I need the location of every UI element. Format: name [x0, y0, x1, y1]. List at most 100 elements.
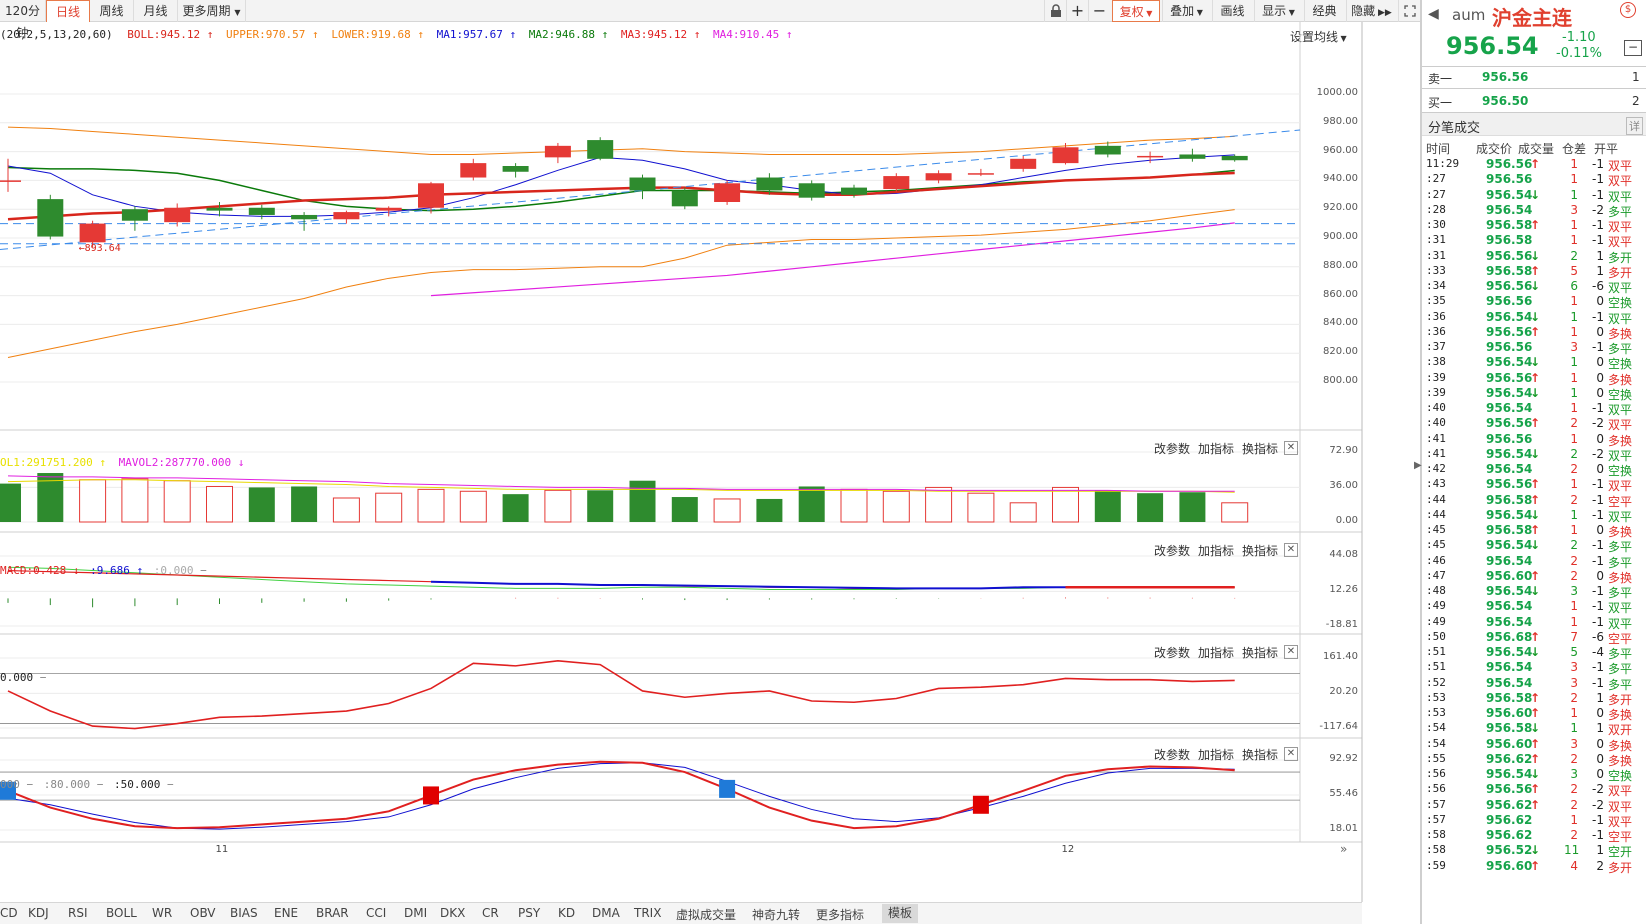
- tick-open-close: 双平: [1608, 281, 1633, 295]
- lock-icon[interactable]: [1044, 0, 1066, 22]
- tab-more-periods[interactable]: 更多周期 ▼: [178, 0, 246, 22]
- candle-body: [418, 183, 444, 208]
- indicator-tab[interactable]: RSI: [68, 906, 88, 920]
- indicator-tab[interactable]: CD: [0, 906, 18, 920]
- tick-row: :47 956.60 ↑ 2 0 多换: [1422, 569, 1646, 585]
- y-tick-label: 980.00: [1323, 115, 1358, 127]
- y-tick-label: 840.00: [1323, 317, 1358, 329]
- tick-position-diff: -4: [1592, 645, 1604, 659]
- tick-time: :44: [1426, 507, 1446, 521]
- indicator-tab[interactable]: OBV: [190, 906, 216, 920]
- tick-price: 956.56: [1486, 294, 1533, 309]
- kline-chart[interactable]: ←893.64: [0, 22, 1420, 902]
- indicator-tab[interactable]: WR: [152, 906, 173, 920]
- double-chevron-right-icon[interactable]: »: [1340, 842, 1348, 856]
- tab-weekly[interactable]: 周线: [90, 0, 134, 22]
- tick-volume: 1: [1570, 599, 1578, 614]
- indicator-tab[interactable]: PSY: [518, 906, 541, 920]
- close-icon[interactable]: ✕: [1284, 441, 1298, 455]
- modify-params-button[interactable]: 改参数: [1154, 748, 1191, 762]
- modify-params-button[interactable]: 改参数: [1154, 442, 1191, 456]
- add-indicator-button[interactable]: 加指标: [1198, 748, 1235, 762]
- detail-icon[interactable]: 详: [1626, 117, 1643, 135]
- tick-row: :30 956.58 ↑ 1 -1 双平: [1422, 218, 1646, 234]
- dollar-icon[interactable]: $: [1620, 2, 1636, 18]
- adjust-button[interactable]: 复权 ▼: [1112, 0, 1160, 22]
- tick-open-close: 多开: [1608, 860, 1633, 875]
- tick-row: :36 956.56 ↑ 1 0 多换: [1422, 325, 1646, 341]
- indicator-tab[interactable]: KDJ: [28, 906, 49, 920]
- fullscreen-icon[interactable]: [1398, 0, 1420, 22]
- indicator-tab[interactable]: BIAS: [230, 906, 258, 920]
- swap-indicator-button[interactable]: 换指标: [1242, 748, 1279, 762]
- indicator-tab[interactable]: 更多指标: [816, 908, 865, 922]
- minus-box-icon[interactable]: −: [1624, 40, 1642, 56]
- indicator-tab[interactable]: DKX: [440, 906, 466, 920]
- volume-bar: [544, 489, 572, 523]
- candle-body: [544, 145, 571, 158]
- add-indicator-button[interactable]: 加指标: [1198, 646, 1235, 660]
- draw-line-button[interactable]: 画线: [1212, 0, 1252, 22]
- indicator-tab[interactable]: 神奇九转: [752, 908, 801, 922]
- overlay-button[interactable]: 叠加 ▼: [1162, 0, 1210, 22]
- tick-time: :55: [1426, 751, 1446, 765]
- zoom-in-icon[interactable]: +: [1066, 0, 1088, 22]
- tick-time: :33: [1426, 263, 1446, 277]
- hide-button[interactable]: 隐藏 ▶▶: [1346, 0, 1396, 22]
- indicator-tab[interactable]: CR: [482, 906, 499, 920]
- overlay-label: 叠加: [1170, 4, 1195, 18]
- tick-time: :34: [1426, 279, 1446, 292]
- tick-price: 956.54: [1486, 645, 1533, 659]
- tick-open-close: 多开: [1608, 250, 1633, 265]
- add-indicator-button[interactable]: 加指标: [1198, 544, 1235, 558]
- tick-volume: 1: [1570, 523, 1578, 537]
- tick-open-close: 多平: [1608, 586, 1633, 600]
- back-arrow-icon[interactable]: ◀: [1428, 6, 1439, 22]
- swap-indicator-button[interactable]: 换指标: [1242, 646, 1279, 660]
- modify-params-button[interactable]: 改参数: [1154, 544, 1191, 558]
- candle-body: [883, 176, 910, 190]
- indicator-tab[interactable]: DMI: [404, 906, 428, 920]
- modify-params-button[interactable]: 改参数: [1154, 646, 1191, 660]
- tab-120min[interactable]: 120分钟: [0, 0, 46, 40]
- indicator-tab[interactable]: BOLL: [106, 906, 137, 920]
- tick-volume: 2: [1570, 446, 1578, 461]
- candle-body: [756, 177, 783, 191]
- close-icon[interactable]: ✕: [1284, 543, 1298, 557]
- tick-price: 956.54: [1486, 462, 1533, 476]
- indicator-tab[interactable]: 模板: [882, 904, 919, 923]
- ticks-title: 分笔成交: [1428, 121, 1481, 136]
- display-button[interactable]: 显示 ▼: [1254, 0, 1302, 22]
- tick-row: :56 956.56 ↑ 2 -2 双平: [1422, 782, 1646, 798]
- indicator-tab[interactable]: DMA: [592, 906, 620, 920]
- collapse-arrow-icon[interactable]: ▶: [1414, 460, 1422, 471]
- tick-time: :43: [1426, 477, 1446, 491]
- tick-time: :58: [1426, 843, 1446, 857]
- set-ma-button[interactable]: 设置均线 ▼: [1290, 28, 1347, 45]
- divider: [1422, 88, 1646, 89]
- y-tick-label: 72.90: [1329, 445, 1358, 456]
- close-icon[interactable]: ✕: [1284, 645, 1298, 659]
- tab-monthly[interactable]: 月线: [134, 0, 178, 22]
- candle-body: [629, 177, 656, 191]
- indicator-tab[interactable]: ENE: [274, 906, 299, 920]
- boll-lower-line: [7, 209, 1235, 359]
- classic-button[interactable]: 经典: [1304, 0, 1344, 22]
- zoom-out-icon[interactable]: −: [1088, 0, 1110, 22]
- volume-bar: [798, 486, 825, 522]
- tab-daily[interactable]: 日线: [46, 0, 90, 22]
- indicator-tab[interactable]: TRIX: [634, 906, 662, 920]
- indicator-tab[interactable]: KD: [558, 906, 576, 920]
- candle-body: [671, 190, 698, 207]
- swap-indicator-button[interactable]: 换指标: [1242, 544, 1279, 558]
- indicator-tab[interactable]: CCI: [366, 906, 387, 920]
- tick-volume: 1: [1570, 370, 1578, 385]
- close-icon[interactable]: ✕: [1284, 747, 1298, 761]
- indicator-tab[interactable]: BRAR: [316, 906, 349, 920]
- swap-indicator-button[interactable]: 换指标: [1242, 442, 1279, 456]
- tick-volume: 1: [1570, 401, 1578, 415]
- indicator-tab[interactable]: 虚拟成交量: [676, 908, 737, 922]
- volume-bar: [1052, 486, 1079, 523]
- add-indicator-button[interactable]: 加指标: [1198, 442, 1235, 456]
